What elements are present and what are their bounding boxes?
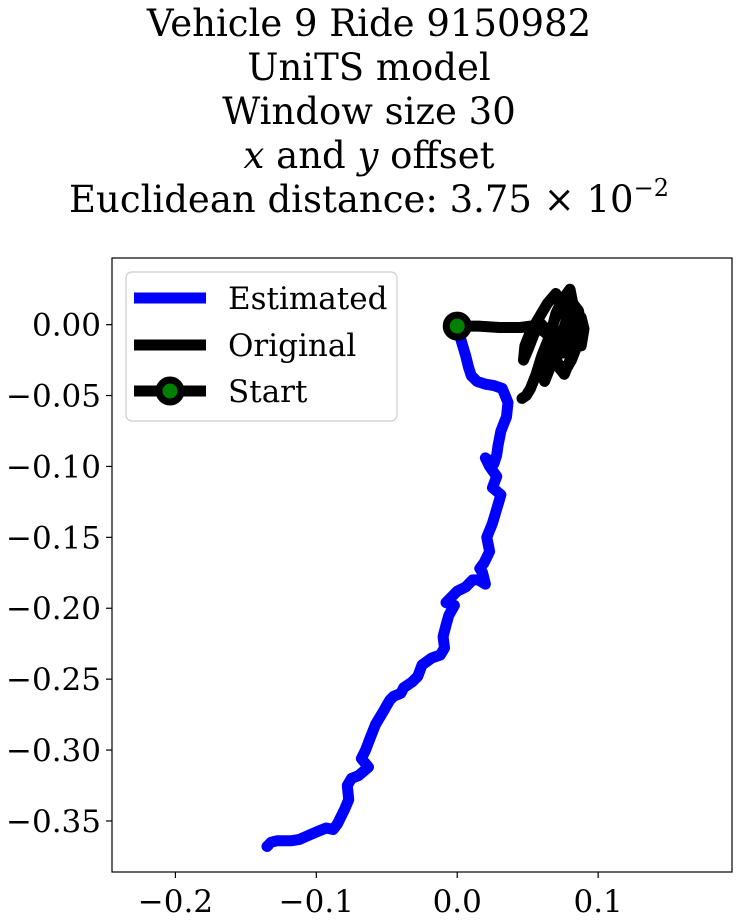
title-distance-exponent: −2: [633, 174, 669, 202]
y-tick-label: −0.15: [6, 520, 101, 556]
y-tick-label: −0.20: [6, 591, 101, 627]
series-layer: [261, 283, 590, 852]
title-line-model: UniTS model: [247, 46, 491, 89]
legend-box: [125, 271, 398, 422]
legend-entry-start-label: Start: [228, 374, 308, 410]
title-line-window-size: Window size 30: [222, 90, 516, 133]
title-x-symbol: x: [243, 134, 265, 177]
legend: Estimated Original Start: [125, 271, 398, 422]
x-axis: −0.2 −0.1 0.0 0.1: [138, 872, 623, 920]
title-offset: offset: [378, 134, 495, 177]
legend-entry-estimated-label: Estimated: [228, 281, 387, 317]
series-line-estimated: [261, 320, 514, 852]
x-tick-label: −0.2: [138, 884, 213, 920]
start-marker: [442, 311, 472, 341]
axes-frame: [111, 257, 733, 873]
y-tick-label: −0.30: [6, 733, 101, 769]
y-axis: 0.00 −0.05 −0.10 −0.15 −0.20 −0.25 −0.30 −0.35: [6, 308, 112, 840]
title-distance-mantissa: Euclidean distance: 3.75 × 10: [69, 178, 634, 221]
chart-title: Vehicle 9 Ride 9150982 UniTS model Windo…: [0, 2, 738, 222]
x-tick-label: −0.1: [279, 884, 354, 920]
title-line-offset: x and y offset: [0, 134, 738, 178]
y-tick-label: −0.05: [6, 379, 101, 415]
y-tick-label: −0.10: [6, 449, 101, 485]
legend-start-marker: [155, 376, 185, 406]
series-line-original: [451, 283, 590, 404]
title-y-symbol: y: [357, 134, 379, 177]
y-tick-label: 0.00: [32, 308, 101, 344]
title-line-distance: Euclidean distance: 3.75 × 10−2: [0, 176, 738, 222]
y-tick-label: −0.35: [6, 804, 101, 840]
y-tick-label: −0.25: [6, 662, 101, 698]
legend-entry-original-label: Original: [228, 328, 356, 364]
title-line-vehicle-ride: Vehicle 9 Ride 9150982: [146, 2, 592, 45]
x-tick-label: 0.1: [573, 884, 622, 920]
title-and: and: [264, 134, 358, 177]
x-tick-label: 0.0: [433, 884, 482, 920]
